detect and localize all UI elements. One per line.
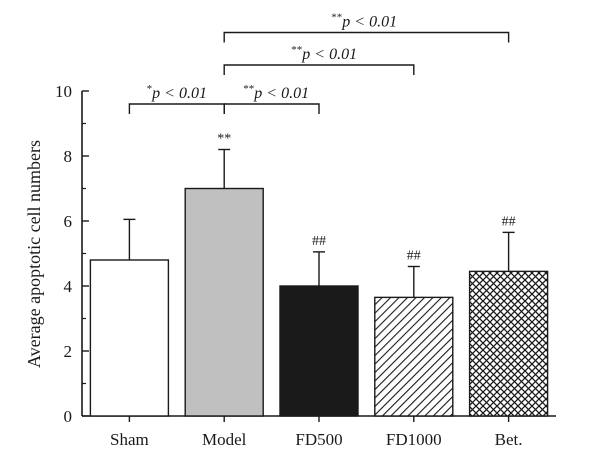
x-tick-label: FD500: [295, 430, 342, 449]
bar-bet: [468, 270, 549, 417]
significance-stars: **: [243, 83, 254, 95]
significance-text: p < 0.01: [301, 46, 357, 63]
x-tick-label: Model: [202, 430, 247, 449]
y-tick-label: 4: [64, 277, 73, 296]
significance-label: **p < 0.01: [331, 12, 397, 31]
x-tick-label: Sham: [110, 430, 149, 449]
y-axis-title: Average apoptotic cell numbers: [24, 140, 44, 368]
significance-bracket: [223, 31, 510, 43]
y-tick-label: 10: [55, 82, 72, 101]
bar-annotation: ##: [502, 214, 516, 229]
y-tick-label: 6: [64, 212, 73, 231]
y-tick-label: 8: [64, 147, 73, 166]
significance-stars: **: [331, 12, 342, 24]
bar-sham: [89, 259, 170, 417]
bar-annotation: **: [217, 132, 231, 147]
bar-fd500: [279, 285, 359, 417]
x-tick-label: Bet.: [495, 430, 523, 449]
significance-label: *p < 0.01: [147, 83, 207, 102]
significance-text: p < 0.01: [151, 85, 207, 102]
bar-model: [184, 187, 264, 417]
bar-annotation: ##: [407, 249, 421, 264]
y-tick-label: 2: [64, 342, 73, 361]
significance-bracket: [128, 103, 225, 114]
significance-text: p < 0.01: [341, 14, 397, 31]
y-tick-label: 0: [64, 407, 73, 426]
x-tick-label: FD1000: [386, 430, 442, 449]
significance-stars: *: [147, 83, 153, 95]
significance-bracket: [223, 64, 415, 75]
significance-text: p < 0.01: [253, 85, 309, 102]
significance-label: **p < 0.01: [291, 44, 357, 63]
significance-bracket: [223, 103, 320, 114]
significance-label: **p < 0.01: [243, 83, 309, 102]
bar-fd1000: [374, 296, 454, 417]
significance-stars: **: [291, 44, 302, 56]
bar-annotation: ##: [312, 234, 326, 249]
